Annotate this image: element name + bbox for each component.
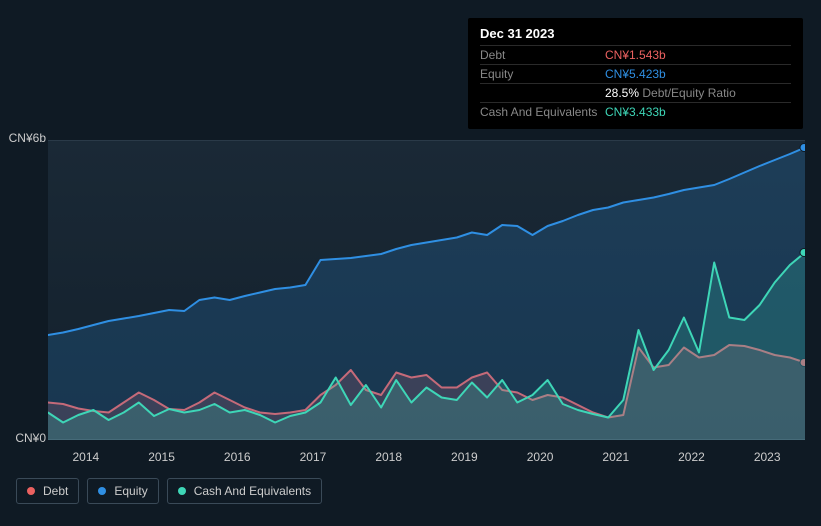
legend-label: Debt [43, 484, 68, 498]
chart-tooltip: Dec 31 2023 DebtCN¥1.543bEquityCN¥5.423b… [468, 18, 803, 129]
legend-label: Equity [114, 484, 147, 498]
tooltip-row-value: CN¥3.433b [605, 105, 666, 119]
tooltip-row: DebtCN¥1.543b [480, 45, 791, 64]
x-axis-label: 2021 [578, 450, 654, 464]
x-axis-label: 2022 [654, 450, 730, 464]
y-axis-max-label: CN¥6b [9, 131, 46, 145]
legend-dot-icon [178, 487, 186, 495]
x-axis-label: 2014 [48, 450, 124, 464]
tooltip-row-label: Equity [480, 67, 605, 81]
legend-dot-icon [98, 487, 106, 495]
legend-item-cash-and-equivalents[interactable]: Cash And Equivalents [167, 478, 322, 504]
legend-item-debt[interactable]: Debt [16, 478, 79, 504]
tooltip-row-value: 28.5% Debt/Equity Ratio [605, 86, 736, 100]
tooltip-row-value: CN¥5.423b [605, 67, 666, 81]
debt-equity-chart [48, 140, 805, 440]
x-axis-label: 2017 [275, 450, 351, 464]
tooltip-row: 28.5% Debt/Equity Ratio [480, 83, 791, 102]
legend-item-equity[interactable]: Equity [87, 478, 158, 504]
x-axis-label: 2015 [124, 450, 200, 464]
tooltip-row-label: Debt [480, 48, 605, 62]
y-axis-min-label: CN¥0 [15, 431, 46, 445]
tooltip-row: Cash And EquivalentsCN¥3.433b [480, 102, 791, 121]
tooltip-date: Dec 31 2023 [480, 26, 791, 45]
tooltip-row-label [480, 86, 605, 100]
legend-label: Cash And Equivalents [194, 484, 311, 498]
tooltip-row-label: Cash And Equivalents [480, 105, 605, 119]
x-axis-labels: 2014201520162017201820192020202120222023 [48, 450, 805, 464]
tooltip-row: EquityCN¥5.423b [480, 64, 791, 83]
chart-legend: Debt Equity Cash And Equivalents [16, 478, 322, 504]
x-axis-label: 2023 [729, 450, 805, 464]
x-axis-label: 2019 [427, 450, 503, 464]
tooltip-row-value: CN¥1.543b [605, 48, 666, 62]
legend-dot-icon [27, 487, 35, 495]
x-axis-label: 2018 [351, 450, 427, 464]
x-axis-label: 2016 [199, 450, 275, 464]
x-axis-label: 2020 [502, 450, 578, 464]
